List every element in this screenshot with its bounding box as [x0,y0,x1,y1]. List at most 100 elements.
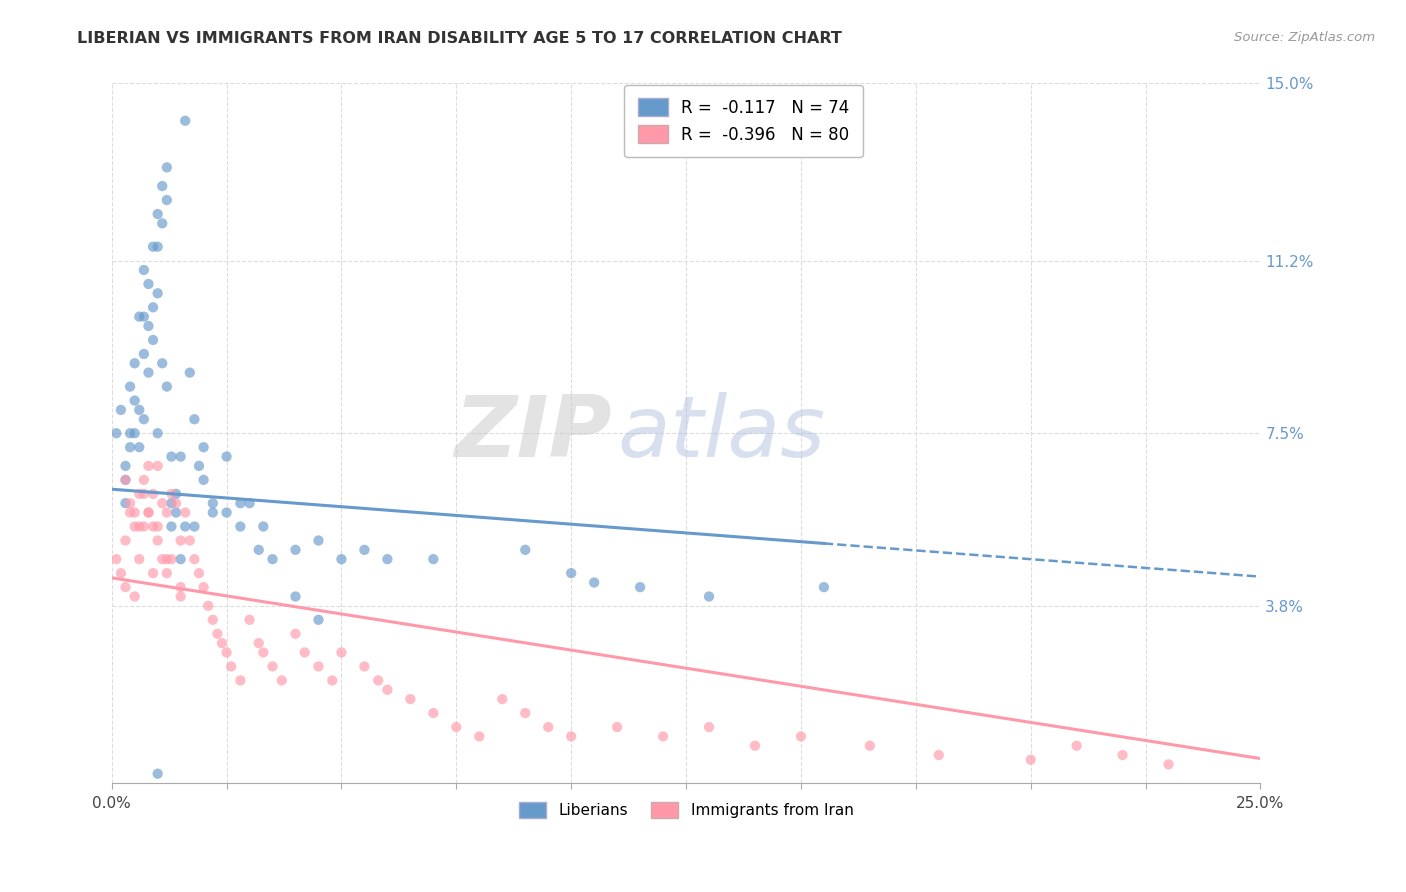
Point [174,506,197,520]
Point [215,450,238,464]
Point [183,519,205,533]
Point [270,673,292,688]
Point [308,533,330,548]
Point [628,580,651,594]
Point [238,613,260,627]
Point [169,590,191,604]
Point [156,379,179,393]
Point [284,590,307,604]
Point [160,450,183,464]
Point [193,473,215,487]
Point [124,590,146,604]
Point [142,333,165,347]
Point [744,739,766,753]
Point [114,473,136,487]
Text: atlas: atlas [617,392,825,475]
Point [229,519,252,533]
Point [537,720,560,734]
Point [560,566,582,581]
Point [183,552,205,566]
Point [132,519,155,533]
Point [120,440,142,454]
Point [179,533,201,548]
Point [146,533,169,548]
Point [132,487,155,501]
Point [211,636,233,650]
Point [229,496,252,510]
Point [515,706,537,720]
Point [156,566,179,581]
Point [124,426,146,441]
Point [132,263,155,277]
Point [813,580,835,594]
Point [399,692,422,706]
Point [330,645,353,659]
Point [193,440,215,454]
Point [128,519,150,533]
Point [142,301,165,315]
Point [284,542,307,557]
Point [197,599,219,613]
Point [1066,739,1088,753]
Point [150,552,173,566]
Point [146,240,169,254]
Point [308,659,330,673]
Point [1157,757,1180,772]
Point [353,659,375,673]
Point [165,487,187,501]
Point [294,645,316,659]
Point [128,310,150,324]
Point [156,193,179,207]
Point [928,747,950,762]
Point [284,627,307,641]
Point [174,113,197,128]
Point [124,519,146,533]
Point [179,366,201,380]
Point [160,519,183,533]
Point [367,673,389,688]
Point [120,506,142,520]
Point [156,506,179,520]
Point [156,552,179,566]
Point [128,440,150,454]
Point [238,496,260,510]
Point [165,496,187,510]
Point [219,659,242,673]
Point [120,379,142,393]
Point [160,552,183,566]
Legend: Liberians, Immigrants from Iran: Liberians, Immigrants from Iran [513,796,859,824]
Point [146,766,169,780]
Point [201,613,224,627]
Point [207,627,229,641]
Point [560,730,582,744]
Point [201,496,224,510]
Point [252,519,274,533]
Point [193,580,215,594]
Point [105,426,128,441]
Point [165,506,187,520]
Point [606,720,628,734]
Point [377,682,399,697]
Point [169,450,191,464]
Point [146,207,169,221]
Point [262,659,284,673]
Point [491,692,513,706]
Point [150,216,173,230]
Point [583,575,606,590]
Point [124,506,146,520]
Point [124,356,146,370]
Text: Source: ZipAtlas.com: Source: ZipAtlas.com [1234,31,1375,45]
Point [138,458,160,473]
Point [150,179,173,194]
Point [138,506,160,520]
Point [697,720,720,734]
Point [790,730,813,744]
Point [128,403,150,417]
Point [132,310,155,324]
Point [330,552,353,566]
Point [105,552,128,566]
Point [201,506,224,520]
Point [156,161,179,175]
Point [138,366,160,380]
Point [308,613,330,627]
